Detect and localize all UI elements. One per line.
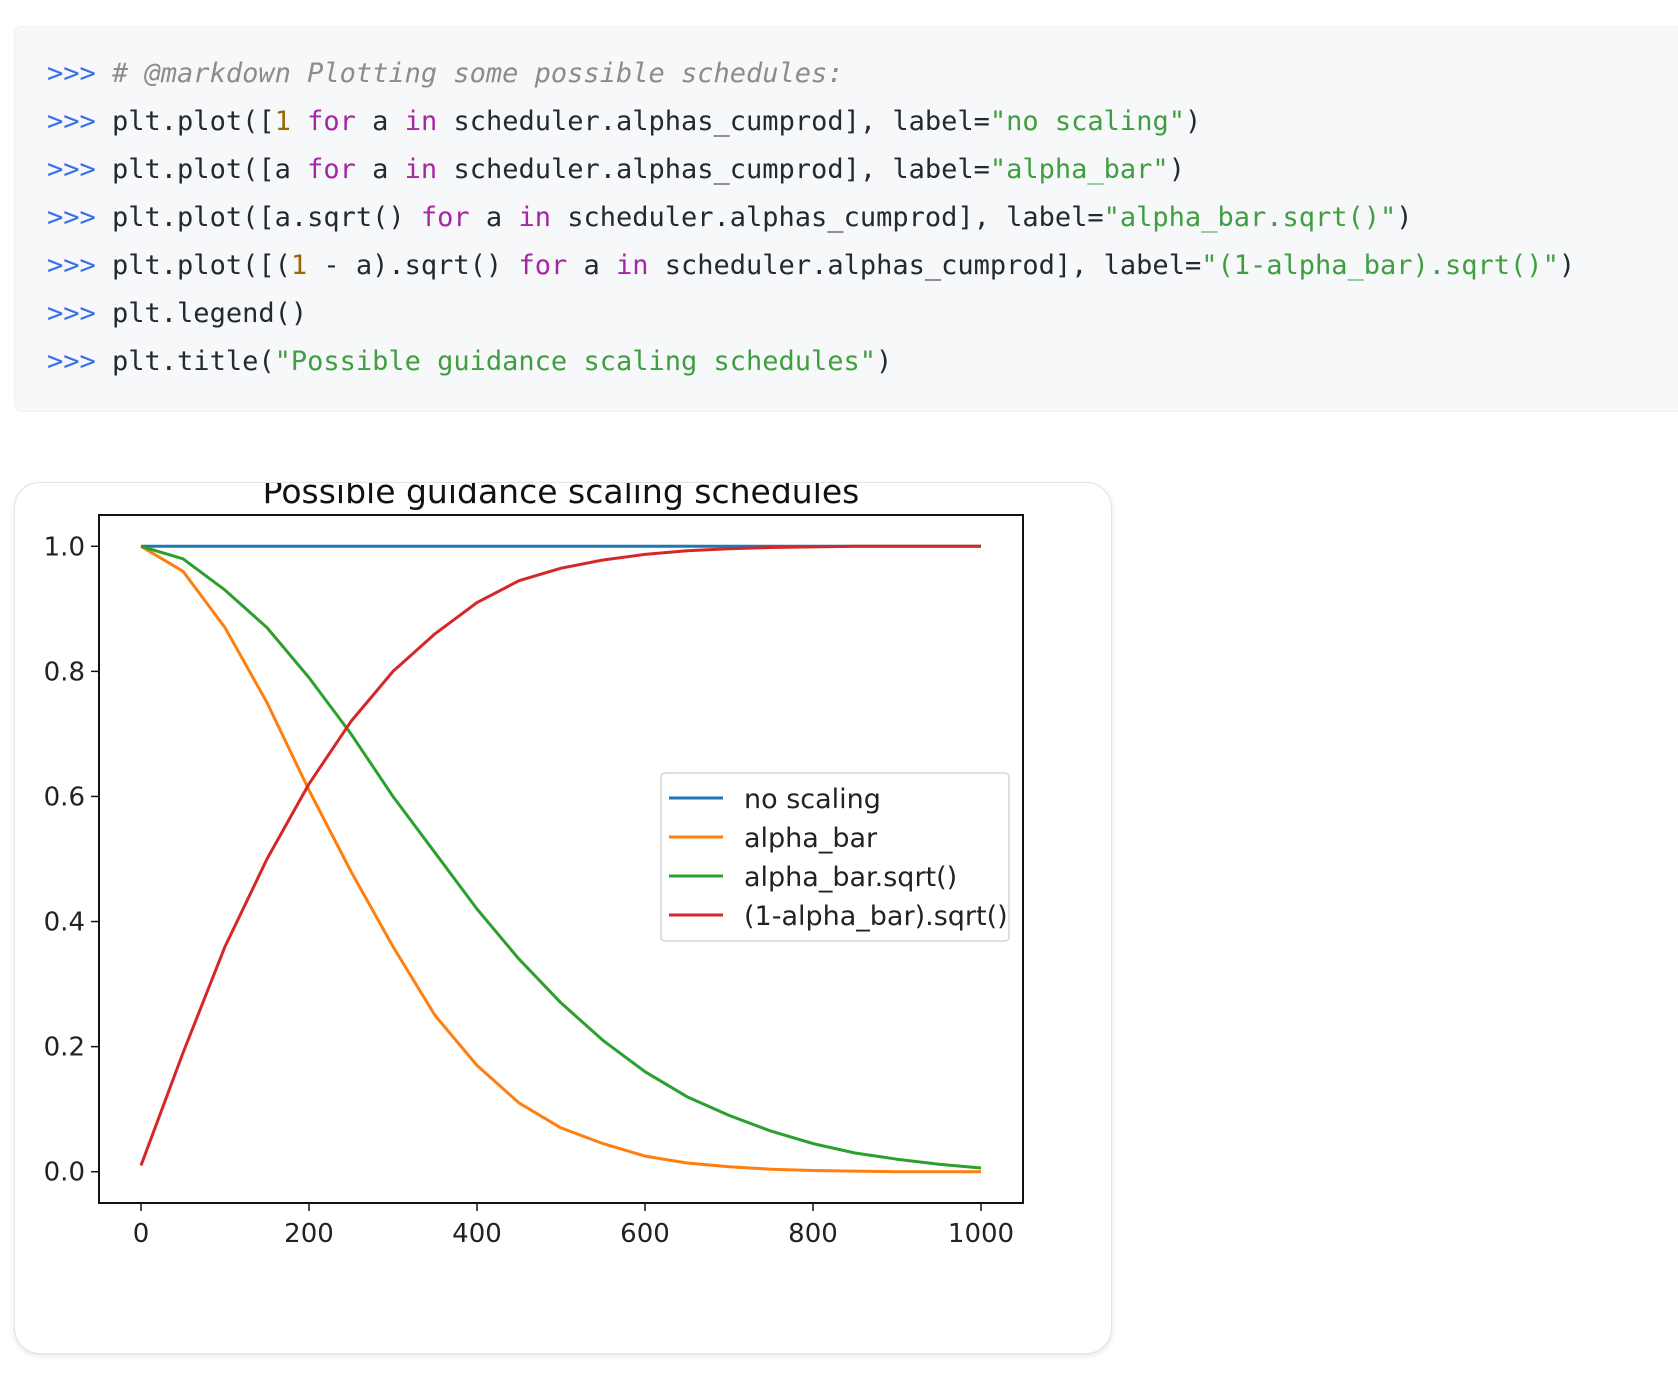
code-token: plt.plot([( bbox=[112, 250, 291, 281]
x-tick-label: 600 bbox=[620, 1219, 670, 1249]
prompt-marker: >>> bbox=[47, 58, 113, 89]
series-line bbox=[139, 544, 981, 1167]
y-tick-label: 0.6 bbox=[44, 782, 85, 812]
code-token: 1 bbox=[274, 106, 291, 137]
code-token: a bbox=[567, 250, 616, 281]
code-token: scheduler.alphas_cumprod], label= bbox=[550, 202, 1104, 233]
code-token: for bbox=[420, 202, 470, 233]
y-tick-label: 0.8 bbox=[44, 657, 85, 687]
code-line: >>> # @markdown Plotting some possible s… bbox=[47, 57, 844, 91]
chart-title: Possible guidance scaling schedules bbox=[263, 483, 860, 511]
chart-figure: Possible guidance scaling schedules 0 200 4… bbox=[14, 482, 1112, 1354]
code-token: in bbox=[404, 154, 438, 185]
prompt-marker: >>> bbox=[47, 202, 113, 233]
code-line: >>> plt.legend() bbox=[47, 297, 307, 331]
code-token: ) bbox=[876, 346, 893, 377]
code-token: scheduler.alphas_cumprod], label= bbox=[437, 106, 990, 137]
legend-label: alpha_bar bbox=[744, 823, 878, 854]
prompt-marker: >>> bbox=[47, 106, 113, 137]
code-token bbox=[291, 106, 307, 137]
code-token: ) bbox=[1168, 154, 1185, 185]
prompt-marker: >>> bbox=[47, 250, 113, 281]
plot-frame bbox=[98, 514, 1024, 1204]
legend-label: (1-alpha_bar).sqrt() bbox=[744, 901, 1008, 932]
y-tick-label: 0.0 bbox=[44, 1158, 85, 1188]
code-token: plt.legend() bbox=[112, 298, 308, 329]
code-token: a bbox=[355, 154, 405, 185]
code-token: for bbox=[307, 154, 356, 185]
code-token: a bbox=[469, 202, 519, 233]
y-tick-label: 0.4 bbox=[44, 908, 85, 938]
legend-box bbox=[660, 772, 1010, 942]
code-token: ) bbox=[1558, 250, 1576, 281]
code-line: >>> plt.title("Possible guidance scaling… bbox=[47, 345, 892, 379]
code-token: in bbox=[616, 250, 649, 281]
code-line: >>> plt.plot([(1 - a).sqrt() for a in sc… bbox=[47, 249, 1575, 283]
code-token: plt.title( bbox=[112, 346, 275, 377]
x-tick-label: 0 bbox=[133, 1219, 150, 1249]
series-line bbox=[140, 544, 982, 1170]
x-tick-label: 200 bbox=[284, 1219, 334, 1249]
code-token: "no scaling" bbox=[989, 106, 1185, 137]
code-token: for bbox=[518, 250, 568, 281]
series-line bbox=[140, 545, 981, 1174]
code-token: "Possible guidance scaling schedules" bbox=[274, 346, 877, 377]
line-chart: Possible guidance scaling schedules 0 200 4… bbox=[44, 483, 1024, 1249]
x-tick-label: 800 bbox=[788, 1219, 838, 1249]
code-line: >>> plt.plot([a for a in scheduler.alpha… bbox=[47, 153, 1185, 187]
code-token: # @markdown Plotting some possible sched… bbox=[112, 58, 844, 89]
prompt-marker: >>> bbox=[47, 346, 113, 377]
code-token: in bbox=[518, 202, 551, 233]
prompt-marker: >>> bbox=[47, 154, 113, 185]
code-token: ) bbox=[1184, 106, 1202, 137]
code-token: - a).sqrt() bbox=[307, 250, 519, 281]
code-token: for bbox=[307, 106, 356, 137]
y-tick-label: 0.2 bbox=[44, 1033, 85, 1063]
y-tick-label: 1.0 bbox=[44, 532, 85, 562]
code-line: >>> plt.plot([1 for a in scheduler.alpha… bbox=[47, 105, 1201, 139]
legend-label: no scaling bbox=[744, 784, 881, 815]
code-token: plt.plot([ bbox=[112, 106, 275, 137]
code-token: "alpha_bar" bbox=[989, 154, 1169, 185]
code-token: a bbox=[355, 106, 405, 137]
code-token: plt.plot([a.sqrt() bbox=[112, 202, 421, 233]
code-token: "alpha_bar.sqrt()" bbox=[1103, 202, 1397, 233]
code-token: "(1-alpha_bar).sqrt()" bbox=[1201, 250, 1559, 281]
legend-label: alpha_bar.sqrt() bbox=[744, 862, 957, 893]
x-tick-label: 1000 bbox=[948, 1219, 1014, 1249]
code-token: plt.plot([a bbox=[112, 154, 308, 185]
code-token: in bbox=[404, 106, 438, 137]
code-token: 1 bbox=[290, 250, 308, 281]
code-token: scheduler.alphas_cumprod], label= bbox=[437, 154, 990, 185]
prompt-marker: >>> bbox=[47, 298, 113, 329]
code-block: >>> # @markdown Plotting some possible s… bbox=[14, 26, 1678, 412]
x-tick-label: 400 bbox=[452, 1219, 502, 1249]
code-token: ) bbox=[1396, 202, 1413, 233]
code-token: scheduler.alphas_cumprod], label= bbox=[648, 250, 1202, 281]
code-line: >>> plt.plot([a.sqrt() for a in schedule… bbox=[47, 201, 1413, 235]
